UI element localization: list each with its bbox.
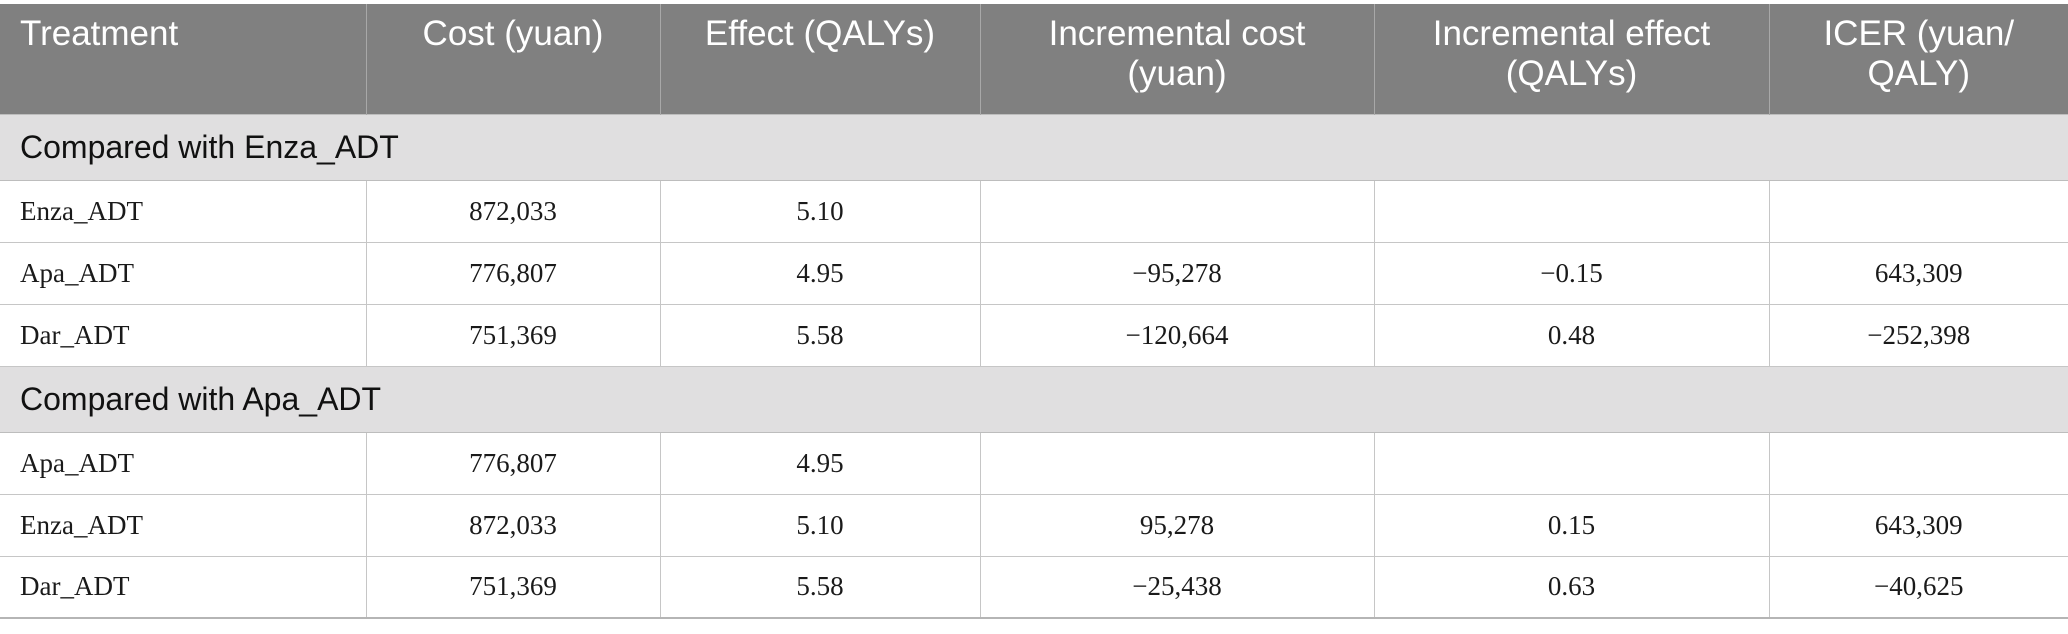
cell-cost: 776,807 [365,241,661,305]
header-incremental-cost: Incremental cost (yuan) [979,4,1374,114]
cell-treatment: Apa_ADT [0,431,367,495]
cell-incremental-effect: 0.15 [1373,493,1770,557]
cell-cost: 872,033 [365,493,661,557]
header-treatment: Treatment [0,4,366,114]
cell-icer [1768,179,2068,243]
cell-icer: 643,309 [1768,493,2068,557]
cell-cost: 751,369 [365,303,661,367]
cell-treatment: Enza_ADT [0,493,367,557]
cell-incremental-cost: −120,664 [979,303,1375,367]
group-row: Compared with Apa_ADT [0,365,2068,433]
header-cost: Cost (yuan) [365,4,660,114]
header-incremental-effect: Incremental effect (QALYs) [1373,4,1769,114]
cell-incremental-cost [979,431,1375,495]
cell-treatment: Dar_ADT [0,303,367,367]
cell-incremental-cost: −95,278 [979,241,1375,305]
cell-incremental-cost [979,179,1375,243]
table-row: Enza_ADT 872,033 5.10 95,278 0.15 643,30… [0,493,2068,557]
header-icer-line1: ICER (yuan/ [1823,14,2015,53]
cell-incremental-effect: 0.48 [1373,303,1770,367]
group-title: Compared with Apa_ADT [0,365,2068,433]
cell-icer: 643,309 [1768,241,2068,305]
header-row: Treatment Cost (yuan) Effect (QALYs) Inc… [0,4,2068,114]
group-row: Compared with Enza_ADT [0,113,2068,181]
cell-cost: 776,807 [365,431,661,495]
cell-effect: 5.10 [659,493,981,557]
cell-effect: 4.95 [659,241,981,305]
cell-cost: 751,369 [365,555,661,619]
header-effect: Effect (QALYs) [659,4,980,114]
cell-treatment: Enza_ADT [0,179,367,243]
cell-treatment: Dar_ADT [0,555,367,619]
table-row: Enza_ADT 872,033 5.10 [0,179,2068,243]
cell-icer: −252,398 [1768,303,2068,367]
cell-incremental-cost: 95,278 [979,493,1375,557]
header-icer: ICER (yuan/QALY) [1768,4,2068,114]
cell-incremental-cost: −25,438 [979,555,1375,619]
table-row: Dar_ADT 751,369 5.58 −25,438 0.63 −40,62… [0,555,2068,619]
header-incremental-effect-line2: (QALYs) [1505,54,1638,93]
table-row: Apa_ADT 776,807 4.95 −95,278 −0.15 643,3… [0,241,2068,305]
cell-incremental-effect [1373,431,1770,495]
cell-cost: 872,033 [365,179,661,243]
cell-effect: 5.58 [659,303,981,367]
cell-effect: 5.58 [659,555,981,619]
cell-incremental-effect: −0.15 [1373,241,1770,305]
group-title: Compared with Enza_ADT [0,113,2068,181]
cell-icer [1768,431,2068,495]
table-row: Dar_ADT 751,369 5.58 −120,664 0.48 −252,… [0,303,2068,367]
header-incremental-effect-line1: Incremental effect [1432,14,1711,53]
cell-icer: −40,625 [1768,555,2068,619]
cell-treatment: Apa_ADT [0,241,367,305]
cell-effect: 4.95 [659,431,981,495]
cell-incremental-effect [1373,179,1770,243]
cost-effectiveness-table: Treatment Cost (yuan) Effect (QALYs) Inc… [0,4,2068,619]
cell-incremental-effect: 0.63 [1373,555,1770,619]
cell-effect: 5.10 [659,179,981,243]
results-table-container: Treatment Cost (yuan) Effect (QALYs) Inc… [0,4,2068,619]
header-incremental-cost-line2: (yuan) [1127,54,1227,93]
header-incremental-cost-line1: Incremental cost [1048,14,1306,53]
header-icer-line2: QALY) [1867,54,1970,93]
table-row: Apa_ADT 776,807 4.95 [0,431,2068,495]
